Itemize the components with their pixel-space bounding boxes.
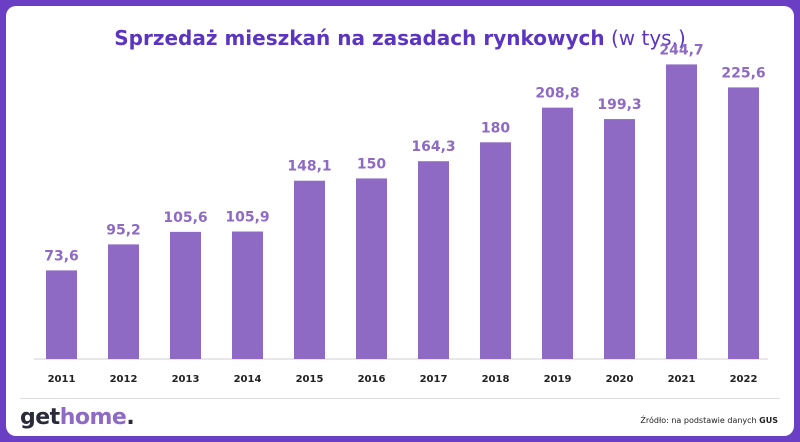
logo-get: get: [20, 405, 60, 430]
x-tick-2011: 2011: [48, 374, 76, 385]
source-prefix: Źródło: na podstawie danych: [640, 416, 757, 425]
data-label-2012: 95,2: [106, 222, 141, 238]
logo-dot: .: [126, 405, 135, 430]
bar-2015: [294, 180, 325, 359]
data-label-2019: 208,8: [535, 86, 579, 102]
bar-chart: 73,6 2011 95,2 2012 105,6 2013 105,9 2014 148,1 2…: [34, 42, 768, 385]
x-tick-2022: 2022: [730, 374, 758, 385]
bars-group: 73,6 2011 95,2 2012 105,6 2013 105,9 2014 148,1 2…: [44, 42, 765, 385]
x-tick-2020: 2020: [606, 374, 634, 385]
x-tick-2012: 2012: [110, 374, 138, 385]
data-label-2011: 73,6: [44, 248, 79, 264]
x-tick-2019: 2019: [544, 374, 572, 385]
x-tick-2015: 2015: [296, 374, 324, 385]
data-label-2016: 150: [357, 156, 386, 172]
chart-title: Sprzedaż mieszkań na zasadach rynkowych …: [6, 26, 794, 50]
x-tick-2016: 2016: [358, 374, 386, 385]
source-note: Źródło: na podstawie danych GUS: [640, 416, 778, 425]
data-label-2015: 148,1: [287, 159, 331, 175]
x-tick-2014: 2014: [234, 374, 262, 385]
x-tick-2017: 2017: [420, 374, 448, 385]
bar-2012: [108, 244, 139, 359]
data-label-2022: 225,6: [721, 65, 765, 81]
bar-2020: [604, 119, 635, 360]
source-name: GUS: [759, 416, 778, 425]
bar-2018: [480, 142, 511, 359]
x-tick-2013: 2013: [172, 374, 200, 385]
data-label-2020: 199,3: [597, 97, 641, 113]
logo-home: home: [59, 405, 127, 430]
data-label-2021: 244,7: [659, 42, 703, 58]
data-label-2018: 180: [481, 120, 510, 136]
bar-2019: [542, 107, 573, 359]
data-label-2017: 164,3: [411, 139, 455, 155]
chart-title-unit: (w tys.): [610, 26, 686, 50]
bar-2021: [666, 64, 697, 359]
bar-2013: [170, 231, 201, 359]
bar-2022: [728, 87, 759, 360]
bar-2014: [232, 231, 263, 359]
chart-title-main: Sprzedaż mieszkań na zasadach rynkowych: [114, 26, 605, 50]
gethome-logo: gethome.: [20, 405, 135, 430]
bar-2017: [418, 161, 449, 359]
chart-card: Sprzedaż mieszkań na zasadach rynkowych …: [6, 6, 794, 436]
bar-2011: [46, 270, 77, 359]
bar-2016: [356, 178, 387, 359]
x-tick-2021: 2021: [668, 374, 696, 385]
data-label-2013: 105,6: [163, 210, 207, 226]
data-label-2014: 105,9: [225, 210, 269, 226]
x-tick-2018: 2018: [482, 374, 510, 385]
footer-divider: [20, 398, 780, 399]
